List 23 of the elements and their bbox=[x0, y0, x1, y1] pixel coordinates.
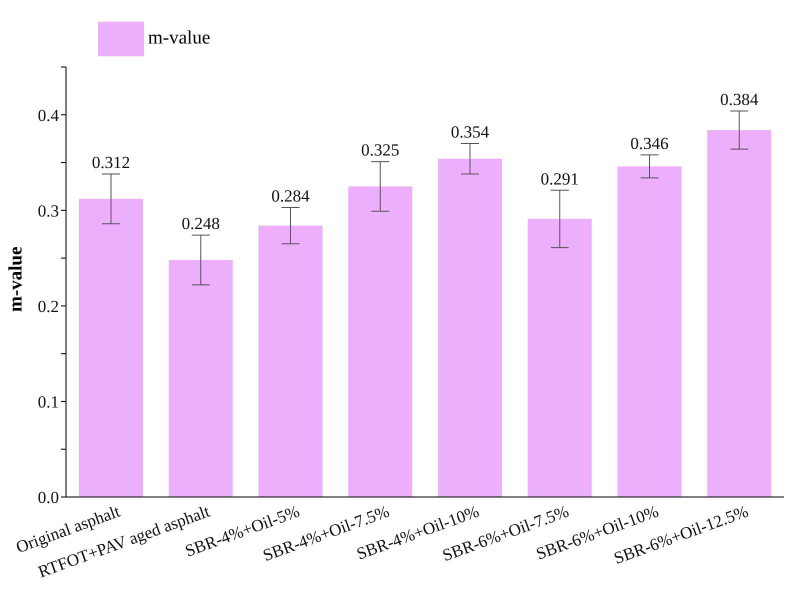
data-label: 0.284 bbox=[271, 186, 310, 206]
y-tick-label: 0.2 bbox=[38, 296, 59, 316]
data-label: 0.325 bbox=[361, 140, 400, 160]
data-label: 0.291 bbox=[540, 169, 579, 188]
y-axis-title: m-value bbox=[6, 246, 27, 312]
data-label: 0.248 bbox=[182, 214, 220, 234]
bar bbox=[79, 198, 143, 497]
bar bbox=[438, 158, 502, 497]
bar bbox=[348, 186, 412, 497]
bar bbox=[707, 130, 772, 497]
y-tick-label: 0.3 bbox=[38, 201, 59, 220]
data-label: 0.354 bbox=[450, 122, 490, 142]
y-tick-label: 0.0 bbox=[38, 488, 59, 508]
bar bbox=[258, 226, 322, 497]
bar bbox=[168, 260, 233, 497]
bar bbox=[618, 166, 682, 497]
data-label: 0.384 bbox=[720, 90, 759, 109]
y-tick-label: 0.4 bbox=[38, 106, 60, 125]
data-label: 0.312 bbox=[92, 153, 130, 172]
y-tick-label: 0.1 bbox=[38, 392, 59, 412]
legend-label: m-value bbox=[148, 27, 210, 48]
data-label: 0.346 bbox=[630, 134, 669, 153]
bar bbox=[528, 218, 592, 497]
